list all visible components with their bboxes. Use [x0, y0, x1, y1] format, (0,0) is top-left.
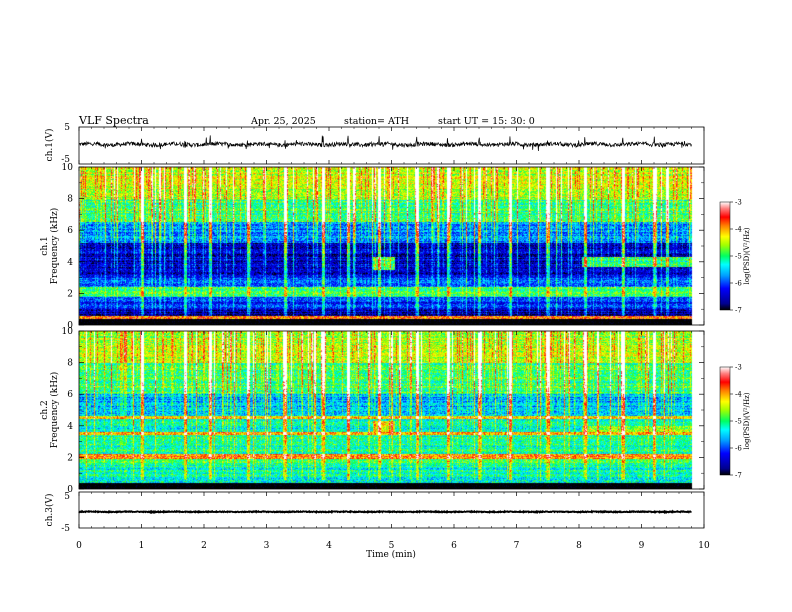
colorbar-tick-label: -6	[735, 445, 742, 453]
ch1-colorbar-gradient	[719, 201, 731, 311]
ch3-waveform-panel: 5 -5 ch.3(V)	[44, 491, 705, 534]
ch2-spectrogram-image	[79, 331, 704, 489]
time-tick-label: 2	[201, 541, 207, 551]
ch1-waveform-trace	[78, 135, 692, 151]
frequency-tick-label: 2	[67, 453, 73, 463]
ch2-spectrogram-ylabel-freq: Frequency (kHz)	[49, 372, 60, 449]
frequency-tick-label: 4	[67, 258, 73, 268]
ch1-ytick-bottom: -5	[61, 155, 70, 165]
colorbar-tick-label: -5	[735, 253, 742, 261]
ch1-spectrogram-image	[79, 167, 704, 325]
frequency-tick-label: 6	[67, 226, 73, 236]
time-tick-label: 0	[76, 541, 82, 551]
time-tick-label: 9	[639, 541, 645, 551]
date-label: Apr. 25, 2025	[250, 116, 316, 127]
frequency-tick-label: 2	[67, 289, 73, 299]
ch2-colorbar-gradient	[719, 366, 731, 476]
start-time-label: start UT = 15: 30: 0	[438, 116, 535, 127]
time-tick-label: 1	[139, 541, 145, 551]
station-label: station= ATH	[344, 116, 409, 127]
ch2-spectrogram-ylabel-channel: ch.2	[40, 400, 50, 419]
colorbar-tick-label: -3	[735, 364, 742, 372]
time-tick-label: 10	[698, 541, 710, 551]
frequency-tick-label: 0	[67, 321, 73, 331]
ch3-ytick-top: 5	[64, 492, 70, 502]
colorbar-tick-label: -7	[735, 307, 742, 315]
ch1-colorbar-label: log(PSD)(V²/Hz)	[743, 227, 751, 284]
ch3-waveform-frame	[78, 491, 705, 529]
time-tick-label: 6	[451, 541, 457, 551]
colorbar-tick-label: -3	[735, 199, 742, 207]
time-tick-label: 4	[326, 541, 332, 551]
frequency-tick-label: 8	[67, 359, 73, 369]
time-tick-label: 7	[514, 541, 520, 551]
ch1-spectrogram-yticks: 0 2 4 6 8 10	[62, 163, 704, 331]
ch1-waveform-ylabel: ch.1(V)	[44, 129, 55, 162]
ch3-waveform-trace	[78, 509, 692, 515]
time-tick-label: 3	[264, 541, 270, 551]
colorbar-tick-label: -5	[735, 418, 742, 426]
ch2-colorbar: -3 -4 -5 -6 -7 log(PSD)(V²/Hz)	[719, 364, 751, 480]
colorbar-tick-label: -4	[735, 391, 742, 399]
ch2-colorbar-label: log(PSD)(V²/Hz)	[743, 392, 751, 449]
time-tick-label: 5	[389, 541, 395, 551]
ch3-ytick-bottom: -5	[61, 524, 70, 534]
frequency-tick-label: 6	[67, 390, 73, 400]
ch3-waveform-ylabel: ch.3(V)	[44, 494, 55, 527]
ch1-waveform-panel: 5 -5 ch.1(V)	[44, 123, 705, 165]
colorbar-tick-label: -6	[735, 280, 742, 288]
ch1-spectrogram-ylabel-freq: Frequency (kHz)	[49, 208, 60, 285]
frequency-tick-label: 8	[67, 195, 73, 205]
ch2-spectrogram-yticks: 0 2 4 6 8 10	[62, 327, 704, 495]
ch2-colorbar-ticks: -3 -4 -5 -6 -7	[730, 364, 742, 480]
time-tick-label: 8	[576, 541, 582, 551]
ch2-spectrogram-panel: 0 2 4 6 8 10 ch.2 Frequency (kHz)	[40, 327, 705, 495]
time-axis-ticks: 0 1 2 3 4 5 6 7 8 9 10	[76, 127, 710, 551]
frequency-tick-label: 10	[62, 327, 74, 337]
ch1-spectrogram-panel: 0 2 4 6 8 10 ch.1 Frequency (kHz)	[40, 163, 705, 331]
colorbar-tick-label: -4	[735, 226, 742, 234]
ch1-colorbar: -3 -4 -5 -6 -7 log(PSD)(V²/Hz)	[719, 199, 751, 315]
colorbar-tick-label: -7	[735, 472, 742, 480]
time-axis-label: Time (min)	[366, 549, 416, 560]
frequency-tick-label: 10	[62, 163, 74, 173]
ch1-spectrogram-ylabel-channel: ch.1	[40, 236, 50, 255]
frequency-tick-label: 0	[67, 485, 73, 495]
ch1-colorbar-ticks: -3 -4 -5 -6 -7	[730, 199, 742, 315]
figure-title: VLF Spectra	[78, 114, 149, 127]
frequency-tick-label: 4	[67, 422, 73, 432]
ch1-ytick-top: 5	[64, 123, 70, 133]
